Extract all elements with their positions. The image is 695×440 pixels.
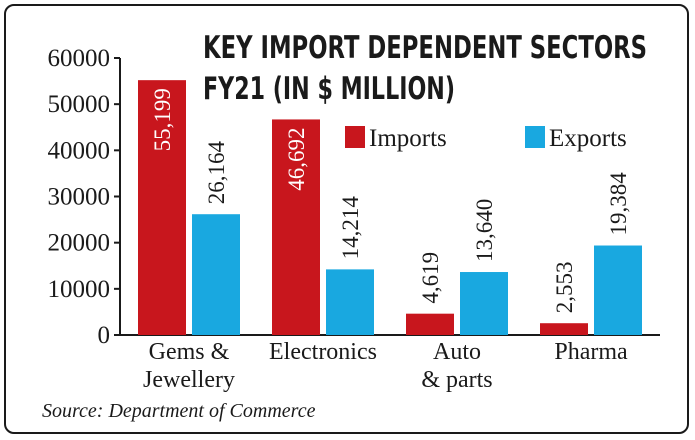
category-label: Electronics [269,339,377,365]
y-axis-ticks: 0 10000 20000 30000 40000 50000 60000 [48,45,120,349]
data-label-exports: 19,384 [606,172,631,236]
source-note: Source: Department of Commerce [42,400,316,422]
category-label: Gems & [149,339,230,365]
category-label: & parts [421,367,492,393]
chart-frame [4,4,689,434]
chart-title-line-1: KEY IMPORT DEPENDENT SECTORS [203,30,647,66]
legend-swatch-exports [525,126,545,148]
y-tick-label: 0 [98,322,111,349]
data-label-imports: 46,692 [284,127,309,190]
y-tick-label: 20000 [48,230,111,257]
bar-imports [138,80,186,336]
bar-exports [460,272,508,335]
y-tick-label: 10000 [48,276,111,303]
data-label-exports: 13,640 [472,199,497,262]
data-label-exports: 14,214 [338,196,363,260]
y-tick-label: 60000 [48,45,111,72]
bar-exports [192,214,240,335]
bar-imports [272,119,320,335]
bars: 55,199 26,164 46,692 14,214 4,619 13,640 2,553… [138,80,642,336]
x-axis-categories: Gems &Jewellery Electronics Auto& parts Pha… [143,339,628,393]
data-label-imports: 4,619 [418,252,443,304]
data-label-exports: 26,164 [204,140,229,204]
legend-label-exports: Exports [549,125,627,152]
legend-swatch-imports [345,126,365,148]
bar-exports [326,269,374,335]
y-tick-label: 40000 [48,137,111,164]
bar-imports [406,313,454,335]
y-tick-label: 50000 [48,91,111,118]
category-label: Auto [433,339,481,365]
y-tick-label: 30000 [48,184,111,211]
category-label: Jewellery [143,367,235,393]
bar-imports [540,323,588,335]
category-label: Pharma [554,339,628,365]
chart-title-line-2: FY21 (IN $ MILLION) [203,71,455,107]
data-label-imports: 55,199 [150,88,175,151]
legend-label-imports: Imports [369,125,447,152]
bar-exports [594,245,642,335]
data-label-imports: 2,553 [552,261,577,313]
